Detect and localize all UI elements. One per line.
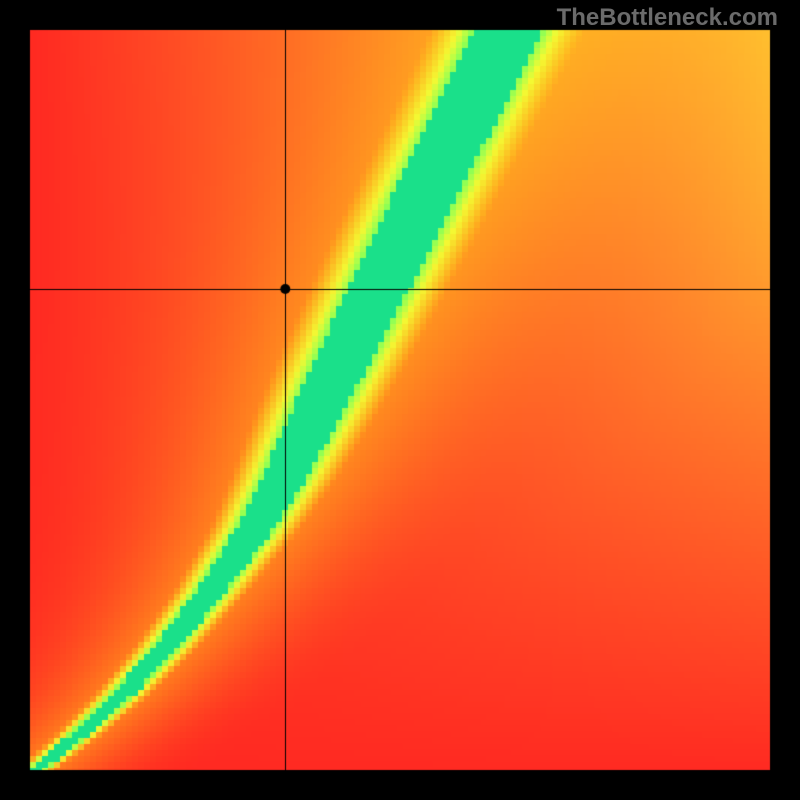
watermark-text: TheBottleneck.com: [557, 4, 778, 32]
heatmap-canvas: [0, 0, 800, 800]
chart-stage: TheBottleneck.com: [0, 0, 800, 800]
